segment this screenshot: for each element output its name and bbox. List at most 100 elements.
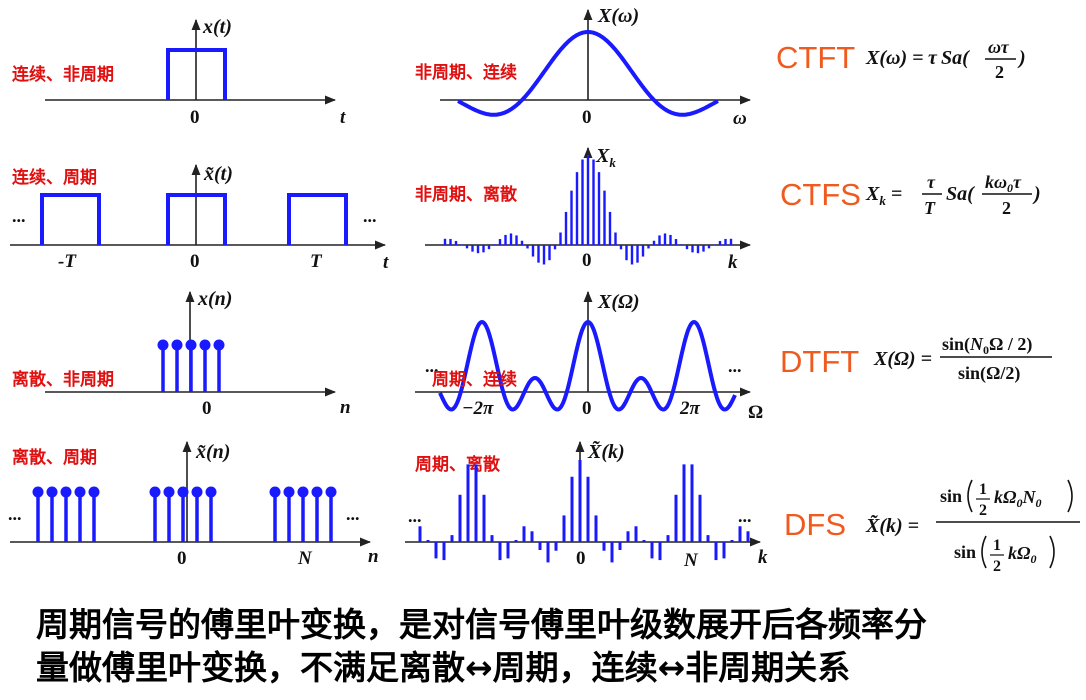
freq-axis-name-1: ω: [733, 108, 747, 129]
row-dfs: 离散、周期 ... ... x̃(n) 0 N n 周期、离散 ... ... …: [8, 440, 1080, 575]
svg-text:kΩ0N0: kΩ0N0: [994, 487, 1041, 510]
stem-marker: [283, 486, 295, 498]
svg-text:): ): [1032, 183, 1041, 205]
time-signal-1: x(t): [202, 16, 232, 38]
time-tick-neg-T: -T: [58, 251, 77, 272]
rect-pulse: [166, 48, 227, 100]
caption-line-1: 周期信号的傅里叶变换，是对信号傅里叶级数展开后各频率分: [36, 605, 927, 644]
time-plot-3: x(n) 0 n: [45, 288, 351, 419]
stem-marker: [205, 486, 217, 498]
svg-text:2: 2: [979, 502, 987, 519]
caption: 周期信号的傅里叶变换，是对信号傅里叶级数展开后各频率分 量做傅里叶变换，不满足离…: [36, 603, 1076, 689]
time-plot-2: ... ... x̃(t) -T 0 T t: [10, 163, 389, 273]
svg-text:T: T: [924, 198, 936, 218]
transform-name-ctft: CTFT: [776, 40, 855, 75]
spectral-lines-ctfs: [443, 155, 733, 265]
periodic-dirichlet-curve: [438, 319, 737, 412]
ellipsis-left-3: ...: [425, 356, 439, 376]
stem-marker: [191, 486, 203, 498]
ellipsis-right-3: ...: [728, 356, 742, 376]
ellipsis-right-2: ...: [363, 206, 377, 226]
periodic-pulse-left: [40, 193, 101, 245]
freq-tick-N-row4: N: [683, 550, 699, 571]
freq-axis-name-4: k: [758, 547, 768, 568]
transform-name-ctfs: CTFS: [780, 177, 861, 212]
formula-ctfs: Xk = τ T Sa( kω0τ 2 ): [865, 172, 1041, 218]
stem-marker: [325, 486, 337, 498]
svg-text:τ: τ: [928, 47, 938, 69]
transform-name-dtft: DTFT: [780, 344, 859, 379]
stem-marker: [311, 486, 323, 498]
freq-tick-0-row3: 0: [582, 398, 592, 419]
time-signal-4: x̃(n): [195, 441, 230, 463]
transform-name-dfs: DFS: [784, 507, 846, 542]
row-dtft: 离散、非周期 x(n) 0 n ... ... X(Ω) −2π 0 2π Ω …: [12, 288, 1052, 423]
freq-plot-3: ... ... X(Ω) −2π 0 2π Ω: [415, 290, 763, 423]
spectral-lines-dfs: [418, 460, 750, 563]
stem-marker: [157, 339, 169, 351]
stem-marker: [46, 486, 58, 498]
svg-text:X̃(k) =: X̃(k) =: [865, 514, 919, 537]
time-label-1: 连续、非周期: [12, 64, 114, 85]
svg-text:X(Ω) =: X(Ω) =: [873, 348, 932, 370]
time-plot-4: ... ... x̃(n) 0 N n: [8, 440, 379, 569]
svg-text:2: 2: [1002, 198, 1011, 218]
formula-dtft: X(Ω) = sin(N0Ω / 2) sin(Ω/2): [873, 334, 1052, 384]
time-tick-0-row1: 0: [190, 107, 200, 128]
freq-plot-1: X(ω) 0 ω: [440, 5, 752, 129]
freq-label-4: 周期、离散: [415, 454, 501, 475]
freq-signal-4: X̃(k): [587, 440, 625, 463]
periodic-pulse-center: [166, 193, 227, 245]
stem-marker: [60, 486, 72, 498]
time-plot-1: x(t) 0 t: [45, 16, 346, 128]
stem-marker: [88, 486, 100, 498]
periodic-pulse-right: [287, 193, 348, 245]
stem-marker: [149, 486, 161, 498]
time-signal-2: x̃(t): [203, 163, 233, 185]
svg-text:ωτ: ωτ: [988, 37, 1010, 57]
svg-text:2: 2: [993, 558, 1001, 575]
freq-tick-0-row1: 0: [582, 107, 592, 128]
freq-tick-2pi: 2π: [679, 398, 701, 419]
row-ctfs: 连续、周期 ... ... x̃(t) -T 0 T t 非周期、离散 Xk 0…: [10, 145, 1041, 273]
svg-text:Sa(: Sa(: [946, 183, 975, 205]
svg-text:2: 2: [995, 62, 1004, 82]
freq-label-1: 非周期、连续: [415, 62, 517, 83]
ellipsis-left-2: ...: [12, 206, 26, 226]
svg-text:τ: τ: [927, 172, 936, 192]
stem-marker: [269, 486, 281, 498]
caption-line-2: 量做傅里叶变换，不满足离散↔周期，连续↔非周期关系: [36, 648, 851, 687]
stem-marker: [297, 486, 309, 498]
stem-sequence-xn: [157, 339, 225, 392]
svg-text:sin(N0Ω / 2): sin(N0Ω / 2): [942, 334, 1032, 357]
freq-axis-name-3: Ω: [748, 402, 763, 423]
time-signal-3: x(n): [197, 288, 232, 310]
freq-signal-3: X(Ω): [597, 291, 640, 313]
svg-text:sin: sin: [940, 486, 962, 506]
svg-text:1: 1: [979, 481, 987, 498]
stem-marker: [74, 486, 86, 498]
svg-text:sin: sin: [954, 542, 976, 562]
stem-marker: [32, 486, 44, 498]
stem-marker: [213, 339, 225, 351]
ellipsis-right-4: ...: [346, 504, 360, 524]
stem-sequence-periodic: [32, 486, 337, 542]
ellipsis-left-4: ...: [8, 504, 22, 524]
svg-text:kω0τ: kω0τ: [985, 172, 1022, 195]
svg-text:kΩ0: kΩ0: [1008, 543, 1036, 566]
freq-axis-name-2: k: [728, 252, 738, 273]
ellipsis-right-5: ...: [738, 506, 752, 526]
svg-text:Sa(: Sa(: [941, 47, 970, 69]
time-label-3: 离散、非周期: [12, 369, 114, 390]
freq-label-3: 周期、连续: [432, 369, 517, 390]
sinc-curve: [457, 30, 719, 117]
freq-label-2: 非周期、离散: [415, 184, 518, 205]
time-tick-0-row4: 0: [177, 548, 187, 569]
freq-tick-neg-2pi: −2π: [462, 398, 494, 419]
svg-text:1: 1: [993, 537, 1001, 554]
time-label-2: 连续、周期: [12, 167, 97, 188]
time-axis-name-4: n: [368, 546, 379, 567]
time-tick-0-row2: 0: [190, 251, 200, 272]
svg-text:): ): [1017, 47, 1026, 69]
